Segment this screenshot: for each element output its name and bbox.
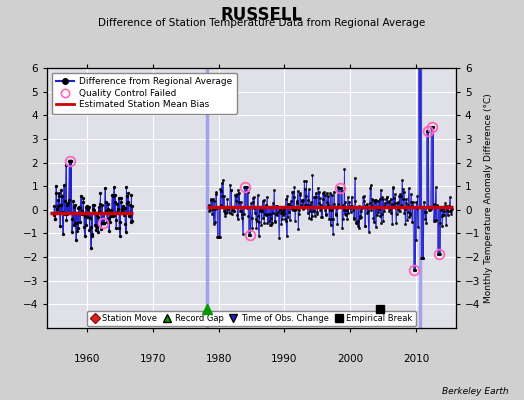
- Text: 2000: 2000: [337, 354, 364, 364]
- Y-axis label: Monthly Temperature Anomaly Difference (°C): Monthly Temperature Anomaly Difference (…: [485, 93, 494, 303]
- Text: Berkeley Earth: Berkeley Earth: [442, 387, 508, 396]
- Text: 1970: 1970: [139, 354, 166, 364]
- Text: RUSSELL: RUSSELL: [221, 6, 303, 24]
- Text: 1960: 1960: [73, 354, 100, 364]
- Text: 1990: 1990: [271, 354, 298, 364]
- Text: 1980: 1980: [205, 354, 232, 364]
- Text: 2010: 2010: [403, 354, 430, 364]
- Legend: Station Move, Record Gap, Time of Obs. Change, Empirical Break: Station Move, Record Gap, Time of Obs. C…: [87, 311, 416, 326]
- Text: Difference of Station Temperature Data from Regional Average: Difference of Station Temperature Data f…: [99, 18, 425, 28]
